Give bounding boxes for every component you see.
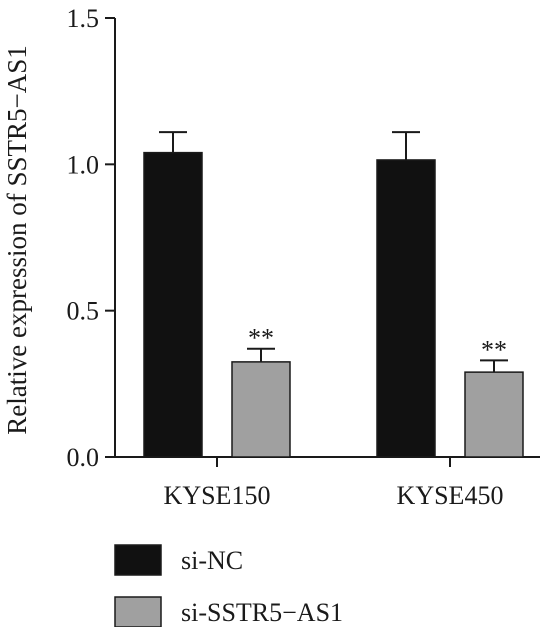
plot-area: 0.0 0.5 1.0 1.5 KYSE150 ** KYSE450 ** [67, 4, 540, 510]
significance-label: ** [481, 335, 507, 364]
legend-label: si-SSTR5−AS1 [181, 598, 343, 627]
legend-label: si-NC [181, 546, 243, 575]
bar [143, 151, 203, 458]
y-tick-label: 1.0 [67, 150, 100, 179]
y-tick-label: 1.5 [67, 4, 100, 33]
y-tick-label: 0.0 [67, 443, 100, 472]
legend: si-NC si-SSTR5−AS1 [114, 544, 343, 627]
significance-label: ** [248, 324, 274, 353]
y-tick-label: 0.5 [67, 297, 100, 326]
bar [464, 371, 524, 458]
bar [376, 159, 436, 458]
y-axis-label: Relative expression of SSTR5−AS1 [2, 45, 32, 434]
legend-swatch [114, 544, 162, 576]
x-tick-label: KYSE450 [397, 481, 504, 510]
legend-swatch [114, 596, 162, 627]
bar [231, 361, 291, 458]
x-tick-label: KYSE150 [164, 481, 271, 510]
